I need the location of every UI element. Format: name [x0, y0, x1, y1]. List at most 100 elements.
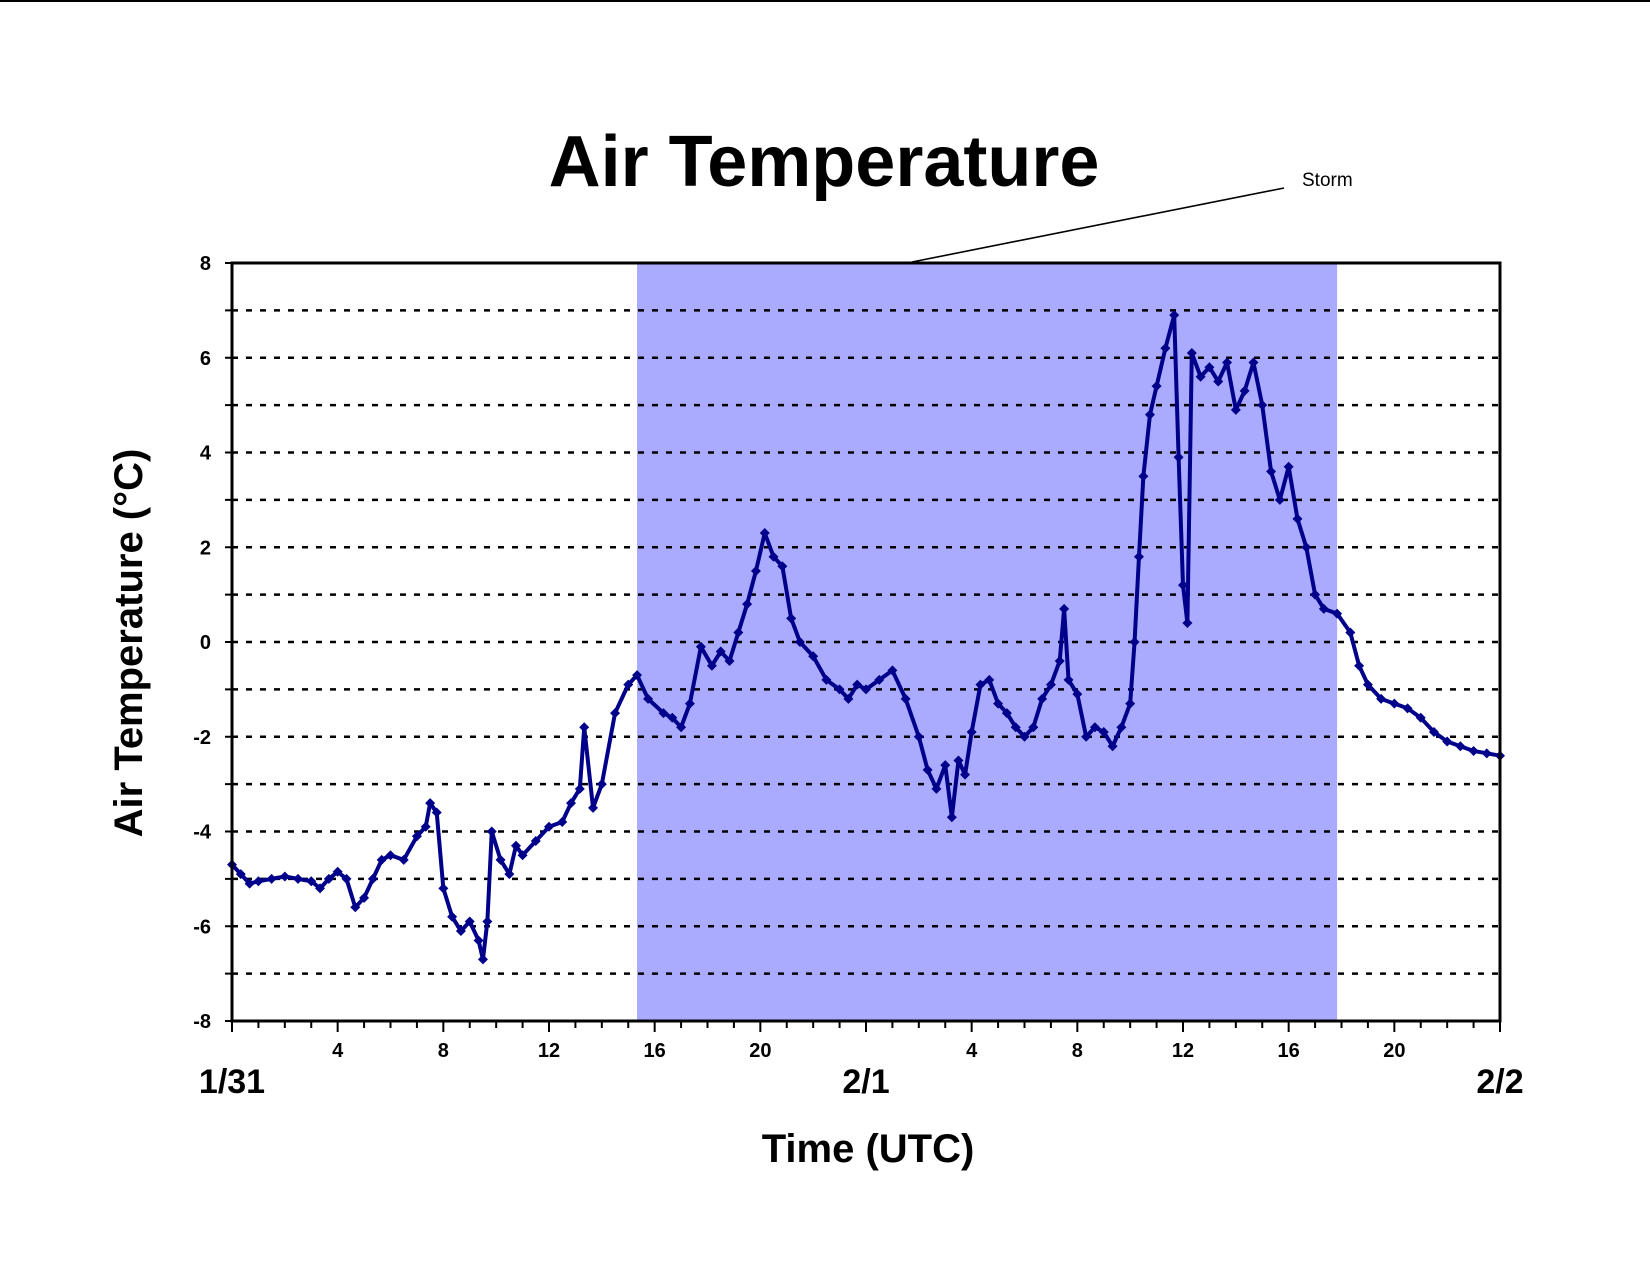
data-point [588, 802, 599, 813]
data-point [1116, 722, 1127, 733]
data-point [1283, 461, 1294, 472]
data-point [960, 769, 971, 780]
data-point [861, 684, 871, 695]
data-point [610, 708, 621, 719]
data-point [293, 873, 304, 884]
data-point [1045, 679, 1056, 690]
y-tick-label: 8 [200, 253, 211, 275]
data-point [759, 528, 770, 539]
data-point [1169, 310, 1180, 321]
data-point [706, 660, 717, 671]
data-point [742, 599, 753, 610]
data-point [1125, 698, 1136, 709]
data-point [953, 755, 964, 766]
data-point [1455, 741, 1466, 752]
data-point [1001, 708, 1012, 719]
data-point [1362, 679, 1373, 690]
storm-leader-line [911, 187, 1285, 263]
data-point [794, 637, 805, 647]
data-point [350, 902, 361, 913]
data-point [984, 674, 995, 685]
data-point [1133, 551, 1144, 562]
data-point [1468, 745, 1479, 756]
data-point [341, 873, 352, 884]
data-point [786, 613, 797, 624]
data-point [966, 727, 977, 738]
data-point [1428, 727, 1439, 738]
data-point [1089, 722, 1100, 733]
data-point [1222, 357, 1233, 368]
x-axis-title: Time (UTC) [762, 1127, 975, 1171]
data-point [504, 869, 515, 880]
data-point [253, 876, 264, 887]
data-point [1239, 385, 1250, 396]
data-point [913, 731, 924, 742]
data-point [946, 812, 957, 823]
data-point [1345, 627, 1356, 638]
data-point [667, 712, 678, 723]
y-tick-label: 4 [200, 443, 212, 465]
data-point [1213, 376, 1224, 387]
data-point [1292, 513, 1303, 524]
data-point [975, 679, 986, 690]
data-point [1160, 343, 1171, 354]
data-point [1415, 712, 1426, 723]
data-point [1010, 722, 1021, 733]
chart-title: Air Temperature [549, 122, 1100, 202]
data-point [695, 641, 706, 652]
data-point [482, 916, 493, 927]
data-point [1230, 404, 1241, 415]
y-tick-label: 0 [200, 632, 211, 654]
storm-annotation: Storm [911, 170, 1353, 263]
data-point [315, 883, 326, 894]
data-point [1144, 409, 1155, 420]
data-point [306, 876, 317, 887]
data-point [821, 674, 832, 685]
data-point [1310, 589, 1321, 600]
data-point [1354, 660, 1365, 671]
data-point [1107, 741, 1118, 752]
x-tick-label: 12 [538, 1040, 560, 1062]
data-point [455, 925, 466, 936]
data-point [1376, 693, 1387, 704]
data-point [684, 698, 695, 709]
data-point [1274, 494, 1285, 505]
x-tick-label: 4 [332, 1040, 344, 1062]
data-point [1151, 381, 1162, 392]
data-point [623, 679, 634, 690]
data-point [266, 873, 277, 884]
data-point [874, 674, 885, 685]
data-point [1332, 608, 1343, 619]
data-point [887, 665, 898, 676]
data-point [279, 871, 290, 882]
data-point [1182, 618, 1193, 629]
data-point [1178, 580, 1188, 591]
data-point [438, 883, 449, 894]
data-point [1301, 542, 1312, 553]
y-axis-title: Air Temperature (°C) [107, 449, 151, 838]
data-point [658, 708, 669, 719]
data-point [1072, 689, 1083, 700]
data-point [834, 684, 845, 695]
data-point [486, 826, 497, 837]
data-point [1028, 722, 1039, 733]
data-point [900, 693, 911, 704]
y-tick-label: -6 [193, 916, 211, 938]
data-point [768, 551, 779, 562]
data-point [1063, 674, 1074, 685]
data-point [367, 873, 378, 884]
data-point [544, 821, 554, 832]
data-point [940, 760, 951, 771]
data-point [1138, 471, 1149, 482]
date-label: 2/1 [842, 1063, 889, 1101]
data-point [323, 873, 334, 884]
data-point [1173, 452, 1184, 463]
x-tick-label: 12 [1172, 1040, 1194, 1062]
data-point [922, 764, 933, 775]
data-point [398, 854, 409, 865]
y-tick-label: 2 [200, 537, 211, 559]
data-point [235, 869, 246, 880]
data-point [777, 561, 788, 572]
data-point [464, 916, 475, 927]
